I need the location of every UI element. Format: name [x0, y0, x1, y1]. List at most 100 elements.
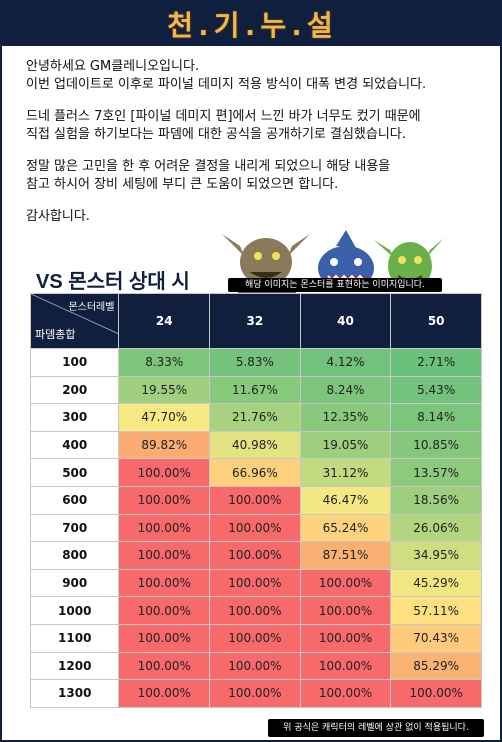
table-row: 1200 100.00% 100.00% 100.00% 85.29% — [29, 651, 482, 681]
table-body: 100 8.33% 5.83% 4.12% 2.71% 200 19.55% 11.67% 8.… — [29, 348, 482, 708]
percent-cell: 46.47% — [299, 485, 392, 515]
damage-total-cell: 800 — [29, 541, 120, 570]
table-row: 1100 100.00% 100.00% 100.00% 70.43% — [29, 623, 482, 653]
percent-cell: 100.00% — [118, 623, 211, 653]
level-header: 50 — [390, 293, 482, 349]
percent-cell: 100.00% — [209, 623, 301, 653]
table-row: 100 8.33% 5.83% 4.12% 2.71% — [29, 348, 482, 377]
percent-cell: 70.43% — [390, 623, 482, 653]
damage-total-cell: 100 — [29, 348, 120, 377]
percent-cell: 31.12% — [299, 458, 392, 487]
percent-cell: 66.96% — [209, 458, 301, 487]
percent-cell: 4.12% — [299, 348, 392, 377]
table-row: 300 47.70% 21.76% 12.35% 8.14% — [29, 403, 482, 432]
level-header: 32 — [209, 293, 301, 349]
percent-cell: 8.14% — [390, 403, 482, 432]
percent-cell: 87.51% — [299, 541, 392, 570]
text-line: 직접 실험을 하기보다는 파뎀에 대한 공식을 공개하기로 결심했습니다. — [26, 127, 406, 142]
percent-cell: 100.00% — [118, 596, 211, 625]
notice-body: 안녕하세요 GM클레니오입니다. 이번 업데이트로 이후로 파이널 데미지 적용… — [26, 58, 486, 240]
percent-cell: 21.76% — [209, 403, 301, 432]
image-caption: 해당 이미지는 몬스터를 표현하는 이미지입니다. — [228, 278, 442, 292]
paragraph-greeting: 안녕하세요 GM클레니오입니다. 이번 업데이트로 이후로 파이널 데미지 적용… — [26, 58, 486, 94]
percent-cell: 100.00% — [299, 623, 392, 653]
paragraph-thanks: 감사합니다. — [26, 208, 486, 226]
notice-title: 천.기.누.설 — [167, 9, 335, 42]
text-line: 안녕하세요 GM클레니오입니다. — [26, 59, 200, 74]
paragraph-reason: 드네 플러스 7호인 [파이널 데미지 편]에서 느낀 바가 너무도 컸기 때문… — [26, 108, 486, 144]
percent-cell: 26.06% — [390, 513, 482, 543]
percent-cell: 100.00% — [118, 679, 211, 708]
percent-cell: 19.05% — [299, 430, 392, 460]
percent-cell: 47.70% — [118, 403, 211, 432]
text-line: 정말 많은 고민을 한 후 어려운 결정을 내리게 되었으니 해당 내용을 — [26, 159, 391, 174]
table-corner-header: 몬스터레벨 파뎀총합 — [29, 293, 120, 349]
percent-cell: 34.95% — [390, 541, 482, 570]
percent-cell: 100.00% — [209, 541, 301, 570]
percent-cell: 100.00% — [118, 651, 211, 681]
damage-total-cell: 1100 — [29, 623, 120, 653]
table-row: 1300 100.00% 100.00% 100.00% 100.00% — [29, 679, 482, 708]
percent-cell: 5.83% — [209, 348, 301, 377]
percent-cell: 100.00% — [299, 679, 392, 708]
table-row: 700 100.00% 100.00% 65.24% 26.06% — [29, 513, 482, 543]
table-row: 600 100.00% 100.00% 46.47% 18.56% — [29, 485, 482, 515]
percent-cell: 100.00% — [299, 596, 392, 625]
level-header: 40 — [299, 293, 392, 349]
percent-cell: 8.24% — [299, 375, 392, 405]
damage-total-cell: 1000 — [29, 596, 120, 625]
percent-cell: 100.00% — [209, 596, 301, 625]
text-line: 참고 하시어 장비 세팅에 부디 큰 도움이 되었으면 합니다. — [26, 177, 339, 192]
percent-cell: 100.00% — [209, 568, 301, 598]
percent-cell: 100.00% — [209, 651, 301, 681]
final-damage-label: 파뎀총합 — [35, 328, 76, 341]
damage-total-cell: 1200 — [29, 651, 120, 681]
damage-total-cell: 700 — [29, 513, 120, 543]
percent-cell: 11.67% — [209, 375, 301, 405]
damage-total-cell: 900 — [29, 568, 120, 598]
percent-cell: 19.55% — [118, 375, 211, 405]
table-row: 200 19.55% 11.67% 8.24% 5.43% — [29, 375, 482, 405]
percent-cell: 100.00% — [209, 485, 301, 515]
text-line: 이번 업데이트로 이후로 파이널 데미지 적용 방식이 대폭 변경 되었습니다. — [26, 77, 427, 92]
percent-cell: 100.00% — [299, 651, 392, 681]
damage-total-cell: 600 — [29, 485, 120, 515]
text-line: 드네 플러스 7호인 [파이널 데미지 편]에서 느낀 바가 너무도 컸기 때문… — [26, 109, 421, 124]
percent-cell: 40.98% — [209, 430, 301, 460]
percent-cell: 10.85% — [390, 430, 482, 460]
corner-divider — [31, 294, 118, 335]
percent-cell: 89.82% — [118, 430, 211, 460]
table-row: 400 89.82% 40.98% 19.05% 10.85% — [29, 430, 482, 460]
monster-level-label: 몬스터레벨 — [68, 302, 115, 313]
text-line: 감사합니다. — [26, 209, 90, 224]
table-row: 500 100.00% 66.96% 31.12% 13.57% — [29, 458, 482, 487]
damage-total-cell: 300 — [29, 403, 120, 432]
damage-total-cell: 400 — [29, 430, 120, 460]
percent-cell: 100.00% — [390, 679, 482, 708]
percent-cell: 100.00% — [209, 679, 301, 708]
percent-cell: 100.00% — [118, 458, 211, 487]
damage-total-cell: 200 — [29, 375, 120, 405]
percent-cell: 85.29% — [390, 651, 482, 681]
table-row: 900 100.00% 100.00% 100.00% 45.29% — [29, 568, 482, 598]
percent-cell: 5.43% — [390, 375, 482, 405]
damage-total-cell: 1300 — [29, 679, 120, 708]
percent-cell: 18.56% — [390, 485, 482, 515]
percent-cell: 100.00% — [118, 513, 211, 543]
table-row: 800 100.00% 100.00% 87.51% 34.95% — [29, 541, 482, 570]
damage-table: 몬스터레벨 파뎀총합 24 32 40 50 100 8.33% 5.83% 4.12… — [29, 293, 482, 708]
percent-cell: 45.29% — [390, 568, 482, 598]
notice-header: 천.기.누.설 — [0, 0, 502, 46]
percent-cell: 13.57% — [390, 458, 482, 487]
table-title: VS 몬스터 상대 시 — [36, 271, 190, 293]
percent-cell: 12.35% — [299, 403, 392, 432]
table-row: 1000 100.00% 100.00% 100.00% 57.11% — [29, 596, 482, 625]
percent-cell: 65.24% — [299, 513, 392, 543]
percent-cell: 57.11% — [390, 596, 482, 625]
paragraph-request: 정말 많은 고민을 한 후 어려운 결정을 내리게 되었으니 해당 내용을 참고… — [26, 158, 486, 194]
percent-cell: 8.33% — [118, 348, 211, 377]
percent-cell: 100.00% — [118, 541, 211, 570]
percent-cell: 2.71% — [390, 348, 482, 377]
percent-cell: 100.00% — [299, 568, 392, 598]
level-header: 24 — [118, 293, 211, 349]
